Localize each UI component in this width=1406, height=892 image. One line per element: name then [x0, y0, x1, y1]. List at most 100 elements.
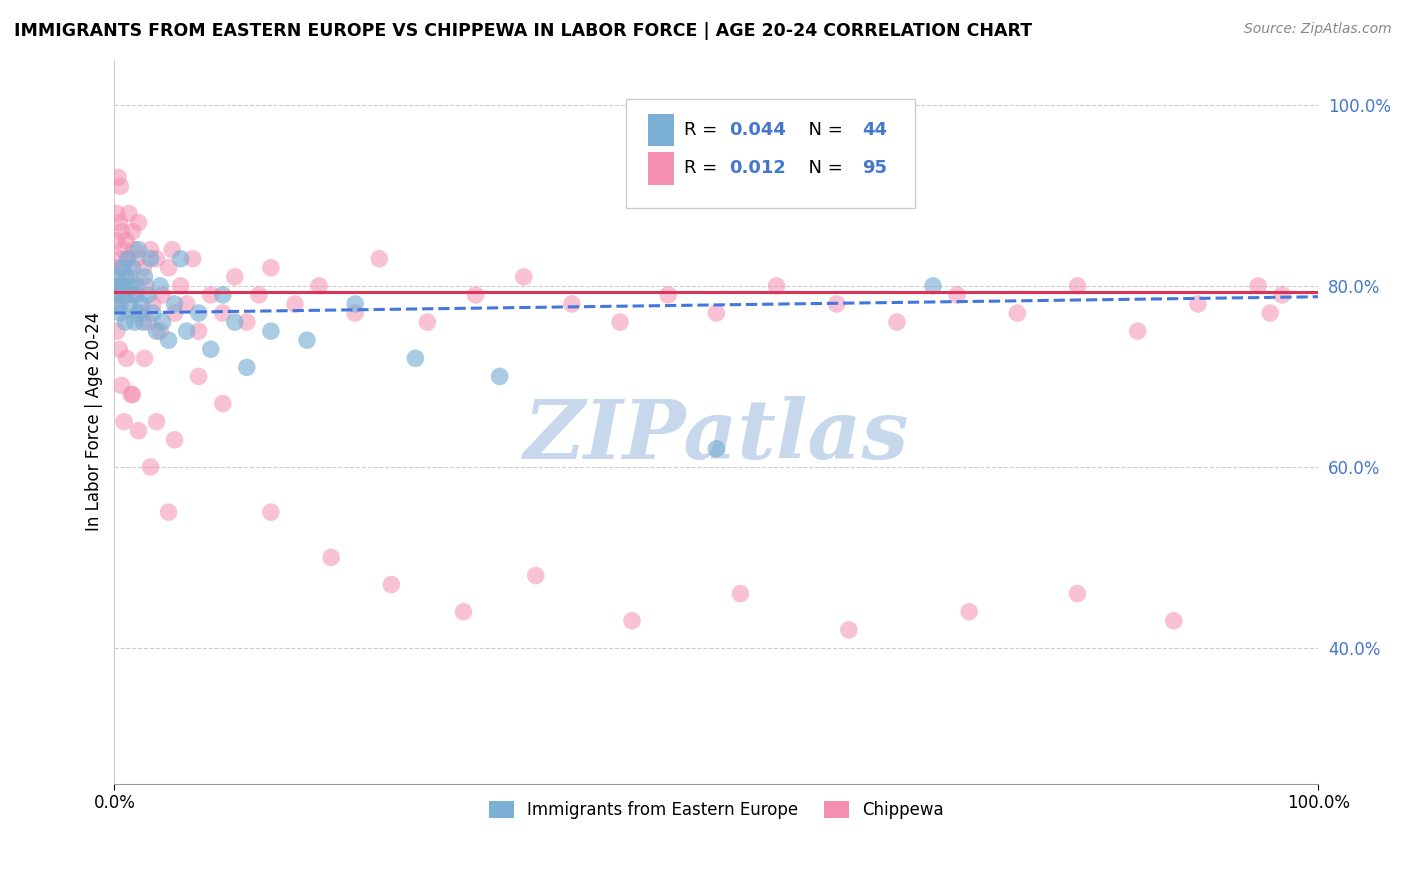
Point [319, 550, 342, 565]
Point [838, 623, 860, 637]
Point [120, 387, 142, 401]
Point [127, 424, 149, 438]
Point [957, 605, 980, 619]
Point [110, 306, 132, 320]
Text: 0.012: 0.012 [730, 159, 786, 178]
Point [117, 252, 139, 266]
Point [121, 260, 143, 275]
Point [1187, 297, 1209, 311]
Point [1258, 306, 1281, 320]
Point [134, 351, 156, 366]
Point [152, 315, 174, 329]
Point [295, 333, 318, 347]
Point [105, 234, 128, 248]
Point [127, 252, 149, 266]
Point [169, 252, 191, 266]
Text: Source: ZipAtlas.com: Source: ZipAtlas.com [1244, 22, 1392, 37]
Point [136, 288, 159, 302]
Point [111, 260, 134, 275]
Point [132, 315, 155, 329]
Bar [648, 152, 675, 185]
Point [124, 315, 146, 329]
Point [145, 252, 167, 266]
Text: ZIPatlas: ZIPatlas [523, 396, 910, 476]
Point [187, 324, 209, 338]
Point [157, 260, 180, 275]
Point [524, 568, 547, 582]
Point [104, 288, 127, 302]
Point [247, 288, 270, 302]
Point [120, 279, 142, 293]
Point [1126, 324, 1149, 338]
Point [125, 288, 148, 302]
Text: 0.044: 0.044 [730, 120, 786, 139]
Point [512, 269, 534, 284]
Point [115, 269, 138, 284]
Text: IMMIGRANTS FROM EASTERN EUROPE VS CHIPPEWA IN LABOR FORCE | AGE 20-24 CORRELATIO: IMMIGRANTS FROM EASTERN EUROPE VS CHIPPE… [14, 22, 1032, 40]
Y-axis label: In Labor Force | Age 20-24: In Labor Force | Age 20-24 [86, 312, 103, 532]
Point [260, 260, 283, 275]
Point [105, 206, 128, 220]
Text: 44: 44 [862, 120, 887, 139]
Point [163, 297, 186, 311]
Point [260, 324, 283, 338]
Point [139, 459, 162, 474]
Point [886, 315, 908, 329]
Point [108, 215, 131, 229]
Point [704, 306, 727, 320]
Point [825, 297, 848, 311]
Text: N =: N = [797, 159, 848, 178]
Point [111, 225, 134, 239]
Point [122, 243, 145, 257]
Point [127, 215, 149, 229]
Point [115, 351, 138, 366]
Point [145, 324, 167, 338]
Point [211, 288, 233, 302]
Point [118, 297, 141, 311]
Text: 95: 95 [862, 159, 887, 178]
Point [129, 297, 152, 311]
Point [105, 324, 128, 338]
Point [621, 614, 644, 628]
Point [127, 306, 149, 320]
Point [704, 442, 727, 456]
Point [260, 505, 283, 519]
Point [380, 577, 402, 591]
Text: N =: N = [797, 120, 848, 139]
Point [125, 279, 148, 293]
Point [181, 252, 204, 266]
Point [108, 279, 131, 293]
Point [344, 306, 367, 320]
Point [157, 333, 180, 347]
Point [121, 225, 143, 239]
Point [730, 587, 752, 601]
Point [157, 505, 180, 519]
Point [1247, 279, 1270, 293]
Point [657, 288, 679, 302]
Point [132, 260, 155, 275]
Point [142, 297, 165, 311]
Point [117, 252, 139, 266]
Point [561, 297, 583, 311]
Point [149, 279, 172, 293]
Point [107, 297, 129, 311]
FancyBboxPatch shape [626, 99, 915, 208]
Point [105, 269, 128, 284]
Point [121, 387, 143, 401]
Point [118, 206, 141, 220]
Point [127, 243, 149, 257]
Point [112, 415, 135, 429]
Point [368, 252, 391, 266]
Point [453, 605, 475, 619]
Point [135, 279, 157, 293]
Point [1163, 614, 1185, 628]
Text: R =: R = [683, 159, 723, 178]
Point [114, 288, 136, 302]
Point [112, 260, 135, 275]
Legend: Immigrants from Eastern Europe, Chippewa: Immigrants from Eastern Europe, Chippewa [482, 795, 950, 826]
Point [922, 279, 945, 293]
Point [211, 306, 233, 320]
Point [1066, 587, 1088, 601]
Point [163, 433, 186, 447]
Point [149, 324, 172, 338]
